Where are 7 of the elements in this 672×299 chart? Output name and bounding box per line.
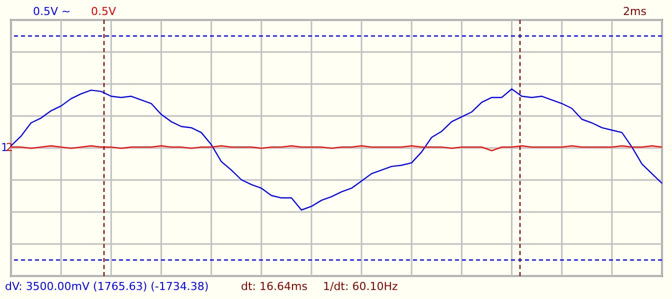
text: 0.5V ~ <box>33 5 71 18</box>
text: dt: 16.64ms <box>241 280 308 293</box>
text: 1/dt: 60.10Hz <box>323 280 398 293</box>
text: 2ms <box>623 5 647 18</box>
text: dV: 3500.00mV (1765.63) (-1734.38) <box>5 280 209 293</box>
text: 0.5V <box>91 5 116 18</box>
text: 1 <box>1 141 8 154</box>
